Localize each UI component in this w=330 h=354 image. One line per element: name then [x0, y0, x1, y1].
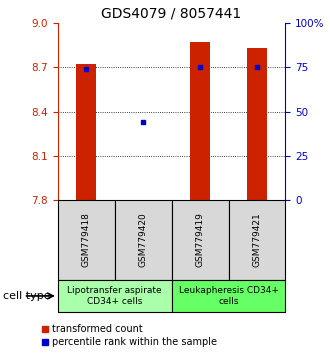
Text: GSM779421: GSM779421	[252, 212, 261, 267]
Bar	[58, 200, 115, 280]
Bar	[228, 200, 285, 280]
Text: cell type: cell type	[3, 291, 51, 301]
Bar	[58, 280, 172, 312]
Bar	[247, 48, 267, 200]
Text: GSM779420: GSM779420	[139, 212, 148, 267]
Text: GSM779419: GSM779419	[196, 212, 205, 267]
Bar	[172, 200, 228, 280]
Text: GSM779418: GSM779418	[82, 212, 91, 267]
Legend: transformed count, percentile rank within the sample: transformed count, percentile rank withi…	[41, 325, 217, 347]
Bar	[190, 42, 210, 200]
Bar	[172, 280, 285, 312]
Bar	[76, 64, 96, 200]
Bar	[115, 200, 172, 280]
Text: Leukapheresis CD34+
cells: Leukapheresis CD34+ cells	[179, 286, 279, 306]
Text: Lipotransfer aspirate
CD34+ cells: Lipotransfer aspirate CD34+ cells	[67, 286, 162, 306]
Title: GDS4079 / 8057441: GDS4079 / 8057441	[102, 6, 242, 21]
